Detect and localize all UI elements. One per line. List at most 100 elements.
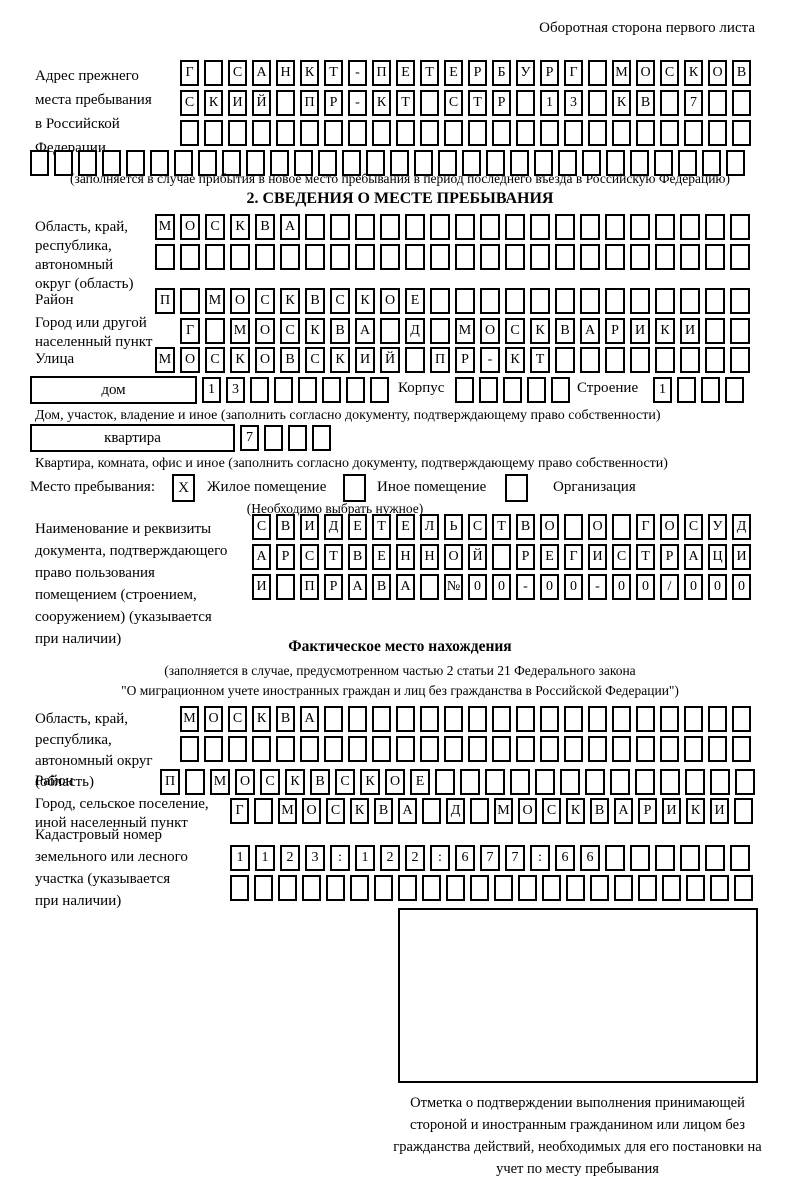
- char-box[interactable]: 0: [540, 574, 559, 600]
- char-box[interactable]: С: [335, 769, 355, 795]
- char-box[interactable]: [302, 875, 321, 901]
- char-box[interactable]: [678, 150, 697, 176]
- char-box[interactable]: [730, 845, 750, 871]
- char-box[interactable]: О: [588, 514, 607, 540]
- char-box[interactable]: [705, 288, 725, 314]
- char-box[interactable]: -: [516, 574, 535, 600]
- char-box[interactable]: М: [230, 318, 250, 344]
- char-box[interactable]: [660, 769, 680, 795]
- char-box[interactable]: Р: [516, 544, 535, 570]
- char-box[interactable]: [348, 736, 367, 762]
- char-box[interactable]: Й: [380, 347, 400, 373]
- char-box[interactable]: 1: [230, 845, 250, 871]
- char-box[interactable]: [564, 706, 583, 732]
- char-box[interactable]: 0: [732, 574, 751, 600]
- char-box[interactable]: [455, 288, 475, 314]
- char-box[interactable]: К: [530, 318, 550, 344]
- char-box[interactable]: [654, 150, 673, 176]
- char-box[interactable]: [730, 318, 750, 344]
- char-box[interactable]: [684, 120, 703, 146]
- char-box[interactable]: 0: [468, 574, 487, 600]
- char-box[interactable]: [205, 244, 225, 270]
- char-box[interactable]: [630, 214, 650, 240]
- char-box[interactable]: О: [480, 318, 500, 344]
- char-box[interactable]: Е: [410, 769, 430, 795]
- char-box[interactable]: [680, 244, 700, 270]
- char-box[interactable]: [298, 377, 317, 403]
- char-box[interactable]: [730, 288, 750, 314]
- char-box[interactable]: П: [372, 60, 391, 86]
- char-box[interactable]: К: [505, 347, 525, 373]
- char-box[interactable]: О: [380, 288, 400, 314]
- char-box[interactable]: 7: [505, 845, 525, 871]
- char-box[interactable]: [610, 769, 630, 795]
- char-box[interactable]: [660, 706, 679, 732]
- char-box[interactable]: [435, 769, 455, 795]
- char-box[interactable]: 3: [564, 90, 583, 116]
- char-box[interactable]: [655, 347, 675, 373]
- char-box[interactable]: В: [636, 90, 655, 116]
- char-box[interactable]: [735, 769, 755, 795]
- char-box[interactable]: И: [710, 798, 729, 824]
- char-box[interactable]: С: [205, 347, 225, 373]
- char-box[interactable]: -: [348, 90, 367, 116]
- char-box[interactable]: Г: [564, 544, 583, 570]
- char-box[interactable]: [580, 214, 600, 240]
- char-box[interactable]: [380, 244, 400, 270]
- char-box[interactable]: [638, 875, 657, 901]
- char-box[interactable]: [305, 214, 325, 240]
- char-box[interactable]: [30, 150, 49, 176]
- char-box[interactable]: Р: [492, 90, 511, 116]
- char-box[interactable]: В: [310, 769, 330, 795]
- char-box[interactable]: [605, 288, 625, 314]
- char-box[interactable]: [350, 875, 369, 901]
- char-box[interactable]: [705, 318, 725, 344]
- char-box[interactable]: [318, 150, 337, 176]
- char-box[interactable]: Л: [420, 514, 439, 540]
- char-box[interactable]: [732, 90, 751, 116]
- char-box[interactable]: [405, 214, 425, 240]
- char-box[interactable]: [725, 377, 744, 403]
- char-box[interactable]: [468, 706, 487, 732]
- char-box[interactable]: [492, 544, 511, 570]
- char-box[interactable]: [630, 244, 650, 270]
- char-box[interactable]: [662, 875, 681, 901]
- char-box[interactable]: 0: [564, 574, 583, 600]
- char-box[interactable]: [505, 214, 525, 240]
- stamp-area[interactable]: [398, 908, 758, 1083]
- char-box[interactable]: [558, 150, 577, 176]
- char-box[interactable]: [300, 120, 319, 146]
- char-box[interactable]: К: [684, 60, 703, 86]
- char-box[interactable]: Т: [468, 90, 487, 116]
- char-box[interactable]: [555, 288, 575, 314]
- char-box[interactable]: [582, 150, 601, 176]
- char-box[interactable]: [204, 120, 223, 146]
- char-box[interactable]: [204, 736, 223, 762]
- char-box[interactable]: 7: [240, 425, 259, 451]
- char-box[interactable]: О: [230, 288, 250, 314]
- char-box[interactable]: [102, 150, 121, 176]
- char-box[interactable]: [342, 150, 361, 176]
- char-box[interactable]: С: [542, 798, 561, 824]
- char-box[interactable]: [705, 244, 725, 270]
- char-box[interactable]: С: [330, 288, 350, 314]
- char-box[interactable]: [580, 288, 600, 314]
- char-box[interactable]: М: [155, 214, 175, 240]
- char-box[interactable]: В: [590, 798, 609, 824]
- char-box[interactable]: [535, 769, 555, 795]
- char-box[interactable]: [605, 244, 625, 270]
- char-box[interactable]: Г: [636, 514, 655, 540]
- char-box[interactable]: [370, 377, 389, 403]
- char-box[interactable]: Т: [324, 60, 343, 86]
- char-box[interactable]: [185, 769, 205, 795]
- char-box[interactable]: П: [300, 90, 319, 116]
- char-box[interactable]: [566, 875, 585, 901]
- char-box[interactable]: Д: [405, 318, 425, 344]
- char-box[interactable]: [405, 244, 425, 270]
- char-box[interactable]: Ц: [708, 544, 727, 570]
- char-box[interactable]: [612, 736, 631, 762]
- char-box[interactable]: О: [385, 769, 405, 795]
- char-box[interactable]: И: [228, 90, 247, 116]
- char-box[interactable]: С: [280, 318, 300, 344]
- char-box[interactable]: [180, 288, 200, 314]
